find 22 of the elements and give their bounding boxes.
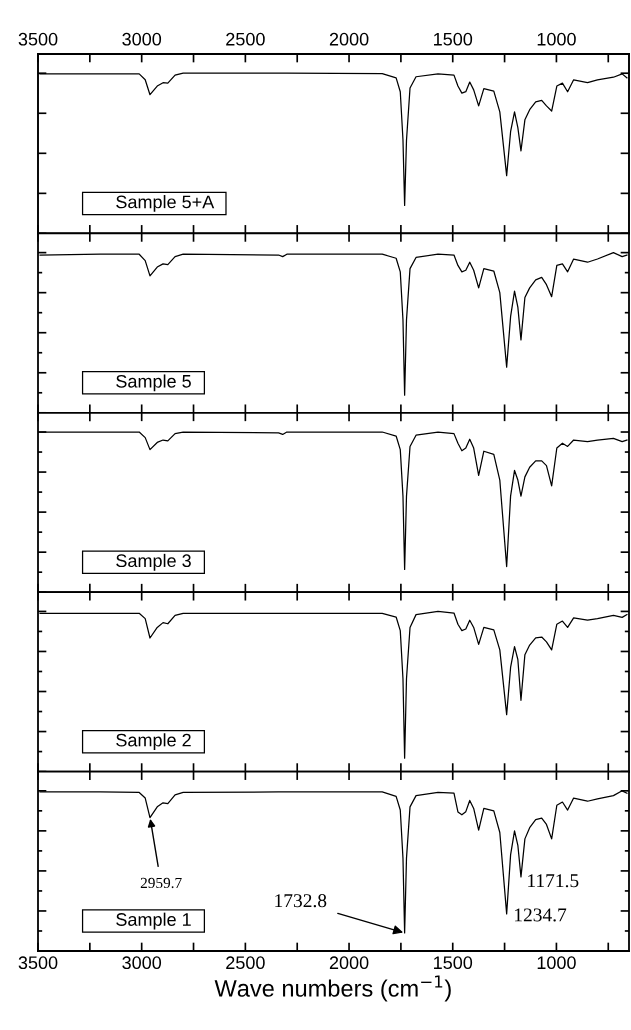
x2-tick-label: 2000 <box>329 32 369 46</box>
x2-tick-label: 2500 <box>226 32 265 46</box>
annotation: 1234.7 <box>515 908 567 922</box>
x-tick-label: 1000 <box>537 956 576 970</box>
annotation: Sample 3 <box>116 553 191 571</box>
x-tick-label: 2500 <box>226 956 265 970</box>
x2-tick-label: 1500 <box>434 32 473 46</box>
x-tick-label: 3500 <box>18 956 58 970</box>
annotation: 2959.7 <box>140 877 182 889</box>
x-tick-label: 1500 <box>434 956 473 970</box>
x-tick-label: 3000 <box>122 956 162 970</box>
annotation: Sample 5 <box>116 374 191 392</box>
x2-tick-label: 3500 <box>18 32 58 46</box>
x2-tick-label: 3000 <box>122 32 162 46</box>
x-tick-label: 2000 <box>329 956 369 970</box>
x2-tick-label: 1000 <box>537 32 576 46</box>
annotation: 1732.8 <box>275 894 327 908</box>
annotation: Sample 2 <box>116 733 191 751</box>
x-axis-title: Wave numbers (cm$^{−1}$) <box>214 975 451 1002</box>
annotation: Sample 1 <box>116 912 191 930</box>
annotation: 1171.5 <box>528 874 579 888</box>
annotation: Sample 5+A <box>116 195 215 212</box>
